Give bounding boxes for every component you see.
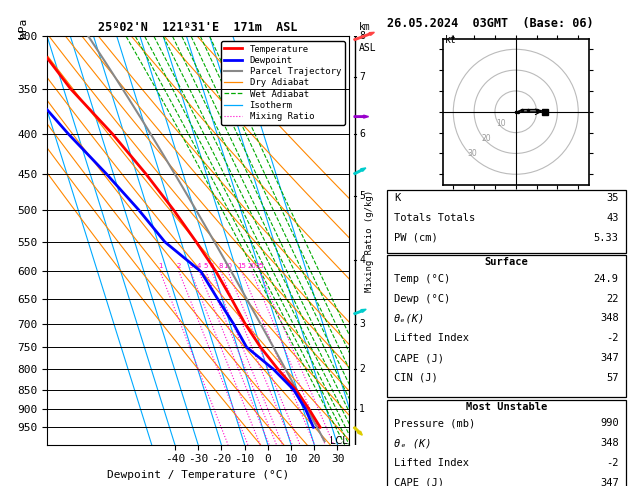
Text: 3: 3 [188, 263, 192, 269]
Text: 24.9: 24.9 [594, 274, 619, 284]
Text: 4: 4 [359, 255, 365, 265]
Text: 20: 20 [482, 134, 491, 143]
Text: kt: kt [445, 35, 457, 45]
Text: 8: 8 [218, 263, 223, 269]
Text: Most Unstable: Most Unstable [465, 401, 547, 412]
Text: 57: 57 [606, 373, 619, 383]
Text: CAPE (J): CAPE (J) [394, 353, 444, 363]
Text: -2: -2 [606, 458, 619, 468]
Text: ASL: ASL [359, 43, 377, 53]
Text: 43: 43 [606, 213, 619, 223]
Text: 1: 1 [158, 263, 162, 269]
Text: 10: 10 [223, 263, 233, 269]
Text: Surface: Surface [484, 257, 528, 267]
Text: Mixing Ratio (g/kg): Mixing Ratio (g/kg) [365, 190, 374, 292]
Text: 6: 6 [359, 129, 365, 139]
Text: 5.33: 5.33 [594, 233, 619, 243]
Text: 347: 347 [600, 353, 619, 363]
Text: 30: 30 [467, 149, 477, 157]
Title: 25º02'N  121º31'E  171m  ASL: 25º02'N 121º31'E 171m ASL [98, 21, 298, 34]
Bar [387, 400, 626, 486]
Text: 20: 20 [247, 263, 256, 269]
Text: 2: 2 [177, 263, 181, 269]
Text: 22: 22 [606, 294, 619, 304]
Text: 8: 8 [359, 32, 365, 41]
Text: Lifted Index: Lifted Index [394, 333, 469, 343]
Text: -2: -2 [606, 333, 619, 343]
Text: K: K [394, 193, 400, 203]
Text: 15: 15 [237, 263, 246, 269]
Text: 3: 3 [359, 319, 365, 329]
Bar [387, 190, 626, 253]
Text: θₑ (K): θₑ (K) [394, 438, 431, 448]
Text: km: km [359, 22, 371, 33]
Text: 990: 990 [600, 418, 619, 428]
Text: 1: 1 [359, 404, 365, 414]
Text: 7: 7 [359, 72, 365, 82]
Text: 10: 10 [496, 120, 506, 128]
Text: 26.05.2024  03GMT  (Base: 06): 26.05.2024 03GMT (Base: 06) [387, 17, 594, 30]
Text: Dewp (°C): Dewp (°C) [394, 294, 450, 304]
Legend: Temperature, Dewpoint, Parcel Trajectory, Dry Adiabat, Wet Adiabat, Isotherm, Mi: Temperature, Dewpoint, Parcel Trajectory… [221, 41, 345, 125]
Text: 348: 348 [600, 438, 619, 448]
Text: 4: 4 [197, 263, 201, 269]
Text: Temp (°C): Temp (°C) [394, 274, 450, 284]
Text: Totals Totals: Totals Totals [394, 213, 476, 223]
Text: 5: 5 [204, 263, 208, 269]
Text: LCL: LCL [330, 436, 348, 446]
Text: CIN (J): CIN (J) [394, 373, 438, 383]
Text: 25: 25 [255, 263, 264, 269]
Text: 347: 347 [600, 478, 619, 486]
Text: 5: 5 [359, 191, 365, 201]
Text: Lifted Index: Lifted Index [394, 458, 469, 468]
Text: 2: 2 [359, 364, 365, 374]
Text: CAPE (J): CAPE (J) [394, 478, 444, 486]
Text: 6: 6 [209, 263, 214, 269]
Text: 348: 348 [600, 313, 619, 323]
Text: Pressure (mb): Pressure (mb) [394, 418, 476, 428]
X-axis label: Dewpoint / Temperature (°C): Dewpoint / Temperature (°C) [107, 470, 289, 480]
Text: 35: 35 [606, 193, 619, 203]
Bar [387, 256, 626, 397]
Y-axis label: hPa: hPa [18, 18, 28, 38]
Text: θₑ(K): θₑ(K) [394, 313, 425, 323]
Text: PW (cm): PW (cm) [394, 233, 438, 243]
